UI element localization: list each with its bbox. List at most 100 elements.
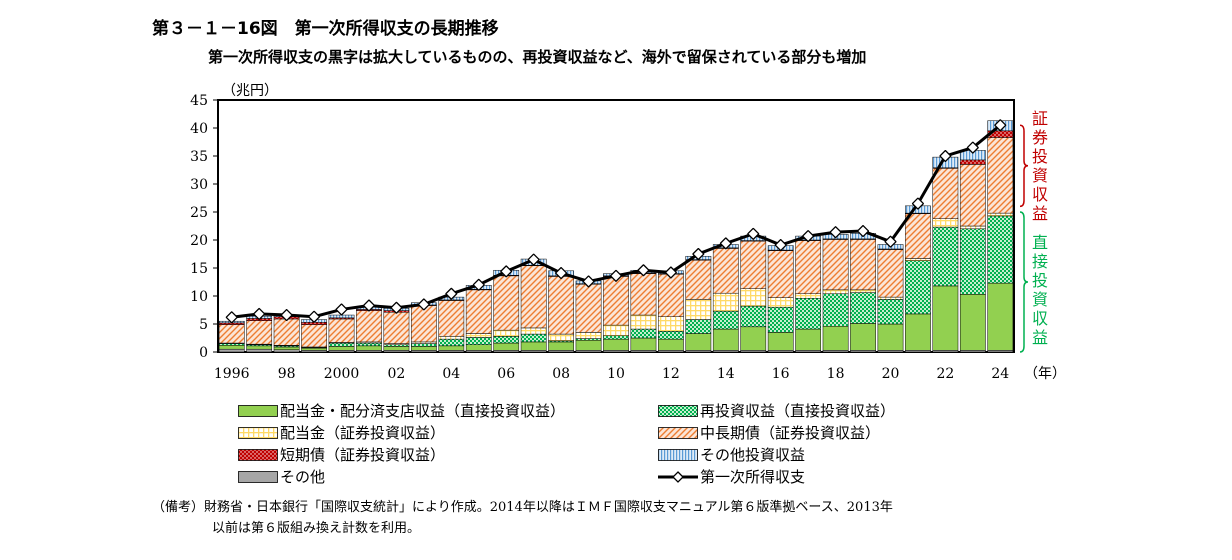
y-tick-label: 40 (190, 121, 208, 137)
x-tick-label: 14 (717, 366, 735, 382)
bar-dividends_direct (767, 332, 794, 351)
bar-reinvested (740, 305, 767, 328)
bar-dividends_direct (932, 285, 959, 351)
y-tick-label: 45 (190, 93, 208, 109)
bar-reinvested (630, 328, 657, 339)
bar-long_term (822, 239, 849, 291)
bar-other (603, 350, 629, 353)
x-tick-label: 16 (772, 366, 790, 382)
direct-bracket-label: 直接投資収益 (1032, 233, 1048, 347)
x-tick-label: 04 (442, 366, 460, 382)
bar-other (877, 350, 904, 353)
bar-long_term (877, 249, 904, 298)
bar-dividends_direct (905, 313, 931, 351)
bar-dividends_direct (877, 323, 904, 351)
x-tick-label: 98 (278, 366, 296, 382)
x-axis-label: （年） (1024, 366, 1066, 382)
bar-dividends_direct (658, 338, 684, 351)
bar-dividends_direct (795, 328, 822, 351)
bar-other_inv (328, 314, 355, 319)
bar-long_term (630, 273, 657, 316)
legend-label: 中長期債（証券投資収益） (700, 424, 881, 442)
bar-long_term (603, 276, 629, 326)
y-tick-label: 20 (190, 233, 208, 249)
x-tick-label: 06 (497, 366, 515, 382)
bar-dividends_sec (438, 336, 465, 340)
figure-title: 第３－１－16図 第一次所得収支の長期推移 (152, 19, 499, 39)
y-tick-label: 15 (190, 261, 208, 277)
bar-dividends_direct (712, 328, 739, 351)
bar-reinvested (767, 306, 794, 333)
bar-dividends_direct (740, 326, 767, 351)
legend-swatch-other (238, 470, 278, 483)
bar-dividends_sec (850, 289, 876, 293)
bar-other (493, 350, 520, 353)
securities-bracket (1019, 124, 1029, 208)
legend-swatch-short_term (238, 448, 278, 461)
direct-bracket (1019, 211, 1029, 353)
bar-dividends_sec (410, 341, 437, 344)
bar-other (850, 350, 876, 353)
bar-reinvested (712, 310, 739, 330)
x-tick-label: 20 (882, 366, 900, 382)
bar-dividends_direct (630, 337, 657, 351)
bar-dividends_direct (273, 346, 300, 351)
bar-reinvested (932, 226, 959, 287)
legend-item-short_term: 短期債（証券投資収益） (238, 444, 445, 465)
bar-dividends_direct (520, 341, 547, 351)
bar-dividends_sec (658, 316, 684, 332)
chart-area: 0 5 10 15 20 25 30 35 40 45 1996 98 2000 02 04 06 08 10 12… (190, 83, 1066, 382)
legend-label: 短期債（証券投資収益） (280, 446, 446, 464)
legend-swatch-other_inv (658, 448, 698, 461)
bar-dividends_direct (603, 338, 629, 351)
bar-dividends_sec (987, 212, 1014, 217)
bar-reinvested (987, 215, 1014, 284)
bar-dividends_direct (959, 294, 986, 351)
x-tick-label: 2000 (324, 366, 360, 382)
y-tick-label: 30 (190, 177, 208, 193)
bar-long_term (850, 239, 876, 291)
bar-long_term (795, 240, 822, 295)
legend-item-long_term: 中長期債（証券投資収益） (658, 422, 880, 443)
bar-long_term (685, 259, 712, 300)
bar-long_term (246, 320, 273, 345)
legend-swatch-reinvested (658, 404, 698, 417)
x-tick-label: 12 (662, 366, 680, 382)
bar-dividends_direct (218, 345, 245, 350)
legend-label: 第一次所得収支 (700, 468, 806, 486)
axes-group: 0 5 10 15 20 25 30 35 40 45 1996 98 2000 02 04 06 08 10 12… (190, 93, 1009, 382)
legend-swatch-total (658, 470, 698, 483)
bar-long_term (959, 164, 986, 227)
bar-dividends_direct (383, 346, 410, 351)
note-line-2: 以前は第６版組み換え計数を利用。 (212, 521, 421, 536)
legend-label: その他 (280, 468, 326, 486)
bar-dividends_sec (575, 332, 602, 339)
bar-long_term (767, 250, 794, 298)
bar-other (740, 350, 767, 353)
legend-item-dividends_direct: 配当金・配分済支店収益（直接投資収益） (238, 400, 565, 421)
bar-other (685, 350, 712, 353)
bar-other (246, 348, 273, 353)
bar-long_term (410, 305, 437, 343)
bar-long_term (987, 137, 1014, 214)
bar-dividends_direct (438, 345, 465, 351)
legend-swatch-dividends_direct (238, 404, 278, 417)
bar-dividends_sec (767, 297, 794, 308)
bar-reinvested (822, 293, 849, 327)
bar-dividends_sec (465, 333, 492, 338)
bar-other (959, 350, 986, 353)
bar-short_term (959, 159, 986, 165)
bar-other (218, 348, 245, 353)
legend-item-other: その他 (238, 466, 325, 487)
bar-other (356, 350, 382, 353)
legend-label: 再投資収益（直接投資収益） (700, 402, 896, 420)
bar-other (795, 350, 822, 353)
x-tick-label: 02 (387, 366, 405, 382)
bar-other (410, 350, 437, 353)
y-tick-label: 10 (190, 289, 208, 305)
bar-reinvested (218, 343, 245, 346)
bar-dividends_sec (548, 333, 574, 342)
bar-dividends_direct (356, 345, 382, 351)
bar-long_term (383, 311, 410, 344)
